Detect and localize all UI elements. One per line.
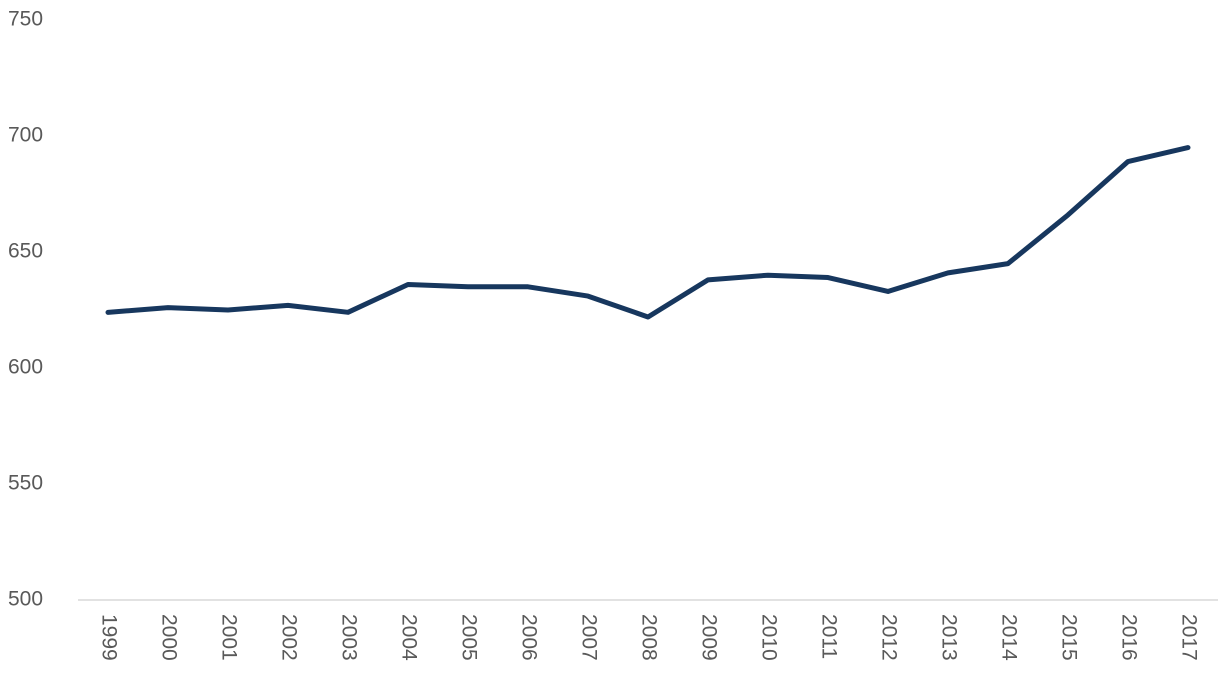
x-tick-label: 2015 (1057, 614, 1080, 661)
x-tick-label: 2016 (1117, 614, 1140, 661)
x-tick-label: 2012 (877, 614, 900, 661)
y-tick-label: 500 (8, 588, 43, 611)
x-tick-label: 2002 (277, 614, 300, 661)
x-tick-label: 2013 (937, 614, 960, 661)
x-tick-label: 2011 (817, 614, 840, 659)
x-tick-label: 1999 (97, 614, 120, 661)
x-tick-label: 2000 (157, 614, 180, 661)
y-tick-label: 750 (8, 8, 43, 31)
y-tick-label: 600 (8, 356, 43, 379)
x-tick-label: 2001 (217, 614, 240, 661)
y-tick-label: 700 (8, 124, 43, 147)
x-tick-label: 2010 (757, 614, 780, 661)
x-tick-label: 2004 (397, 614, 420, 661)
x-tick-label: 2008 (637, 614, 660, 661)
x-tick-label: 2003 (337, 614, 360, 661)
data-line (105, 145, 1191, 320)
x-tick-label: 2007 (577, 614, 600, 661)
x-tick-label: 2006 (517, 614, 540, 661)
x-tick-label: 2009 (697, 614, 720, 661)
x-tick-label: 2017 (1177, 614, 1200, 661)
x-tick-label: 2014 (997, 614, 1020, 661)
x-tick-label: 2005 (457, 614, 480, 661)
y-tick-label: 550 (8, 472, 43, 495)
y-tick-label: 650 (8, 240, 43, 263)
